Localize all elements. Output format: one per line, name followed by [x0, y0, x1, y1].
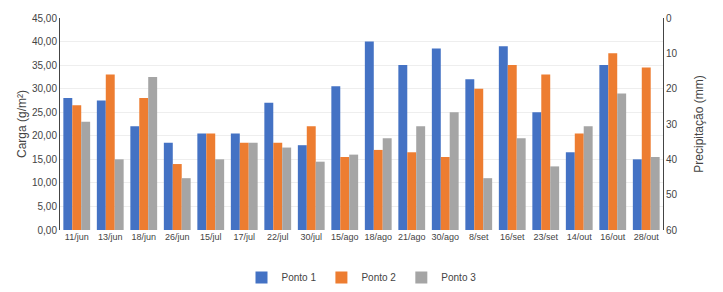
svg-text:40: 40: [666, 154, 678, 165]
svg-text:16/set: 16/set: [500, 232, 525, 242]
svg-text:15/ago: 15/ago: [331, 232, 359, 242]
svg-text:18/ago: 18/ago: [364, 232, 392, 242]
svg-text:5,00: 5,00: [38, 201, 58, 212]
svg-text:20: 20: [666, 83, 678, 94]
svg-text:40,00: 40,00: [32, 36, 57, 47]
svg-text:17/jul: 17/jul: [233, 232, 255, 242]
svg-text:8/set: 8/set: [469, 232, 489, 242]
svg-text:21/ago: 21/ago: [398, 232, 426, 242]
svg-text:11/jun: 11/jun: [65, 232, 89, 242]
svg-text:30,00: 30,00: [32, 83, 57, 94]
svg-text:Carga (g/m²): Carga (g/m²): [15, 90, 29, 158]
svg-text:30/ago: 30/ago: [431, 232, 459, 242]
svg-text:35,00: 35,00: [32, 60, 57, 71]
svg-text:20,00: 20,00: [32, 130, 57, 141]
svg-text:10: 10: [666, 48, 678, 59]
svg-text:45,00: 45,00: [32, 13, 57, 24]
svg-text:25,00: 25,00: [32, 107, 57, 118]
svg-text:13/jun: 13/jun: [98, 232, 123, 242]
svg-text:15/jul: 15/jul: [200, 232, 222, 242]
svg-text:0: 0: [666, 13, 672, 24]
svg-text:23/set: 23/set: [533, 232, 558, 242]
svg-text:Ponto 3: Ponto 3: [441, 272, 476, 283]
svg-text:28/out: 28/out: [634, 232, 660, 242]
svg-text:Precipitação (mm): Precipitação (mm): [692, 75, 706, 172]
svg-text:10,00: 10,00: [32, 177, 57, 188]
svg-text:Ponto 1: Ponto 1: [282, 272, 317, 283]
svg-text:16/out: 16/out: [600, 232, 626, 242]
svg-text:0,00: 0,00: [38, 225, 58, 236]
svg-text:50: 50: [666, 189, 678, 200]
svg-text:18/jun: 18/jun: [131, 232, 156, 242]
svg-text:60: 60: [666, 225, 678, 236]
svg-text:14/out: 14/out: [567, 232, 593, 242]
svg-text:26/jun: 26/jun: [165, 232, 190, 242]
svg-text:15,00: 15,00: [32, 154, 57, 165]
svg-text:Ponto 2: Ponto 2: [361, 272, 396, 283]
svg-text:30/jul: 30/jul: [300, 232, 322, 242]
svg-text:30: 30: [666, 119, 678, 130]
svg-text:22/jul: 22/jul: [267, 232, 289, 242]
